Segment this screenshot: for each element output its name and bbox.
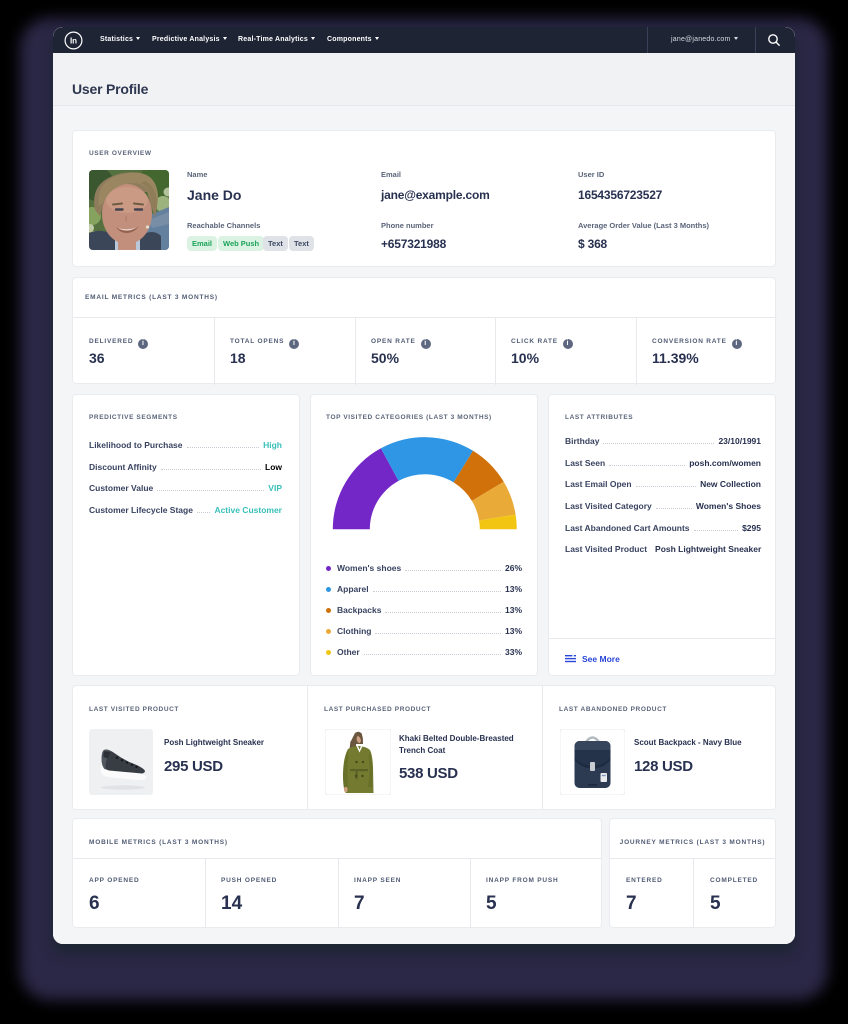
svg-text:In: In	[70, 36, 77, 45]
